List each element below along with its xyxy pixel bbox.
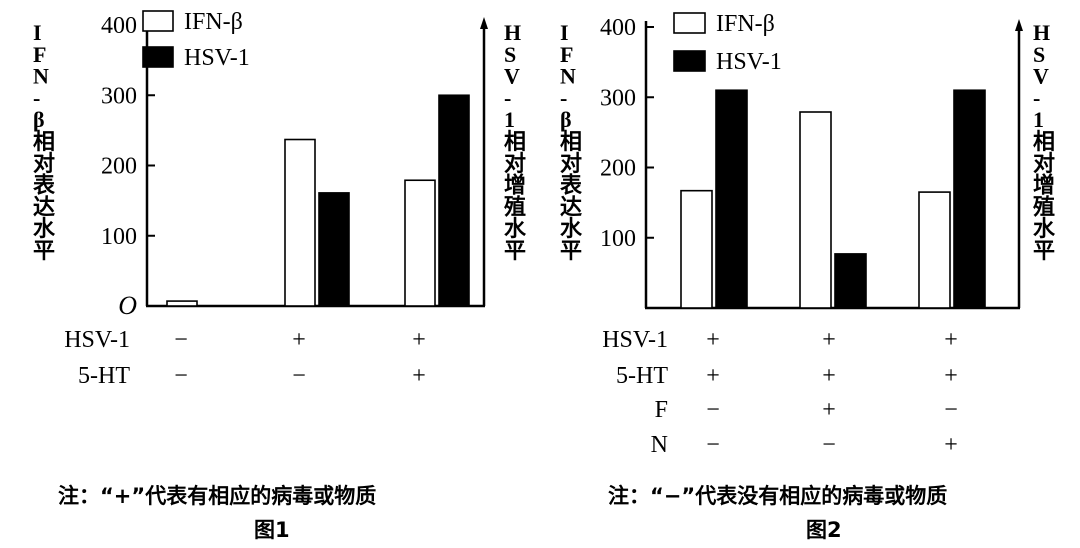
condition-symbol: +	[822, 397, 836, 423]
condition-symbol: +	[292, 327, 306, 353]
condition-label: F	[655, 397, 668, 423]
bar-ifn-0	[166, 300, 198, 307]
condition-label: 5-HT	[616, 363, 668, 389]
condition-symbol: −	[822, 432, 836, 458]
condition-symbol: +	[822, 327, 836, 353]
note-figure-2: 注：“−”代表没有相应的病毒或物质	[608, 484, 948, 508]
legend-swatch	[142, 10, 174, 32]
chart-figure-2: 100 200 300 400 I F N -β 相对表达水平 H S V -1 相对增殖水平 IFN-β H…	[560, 11, 1056, 458]
legend-swatch	[673, 50, 706, 72]
left-axis-label: I F N -β 相对表达水平	[33, 20, 56, 263]
y-tick-label: 300	[600, 85, 636, 111]
note-figure-1: 注：“+”代表有相应的病毒或物质	[58, 484, 377, 508]
condition-symbol: +	[944, 432, 958, 458]
condition-label: N	[651, 432, 668, 458]
right-axis-label: H S V -1 相对增殖水平	[504, 20, 527, 263]
legend-swatch	[673, 12, 706, 34]
bar-ifn-0	[680, 189, 713, 309]
condition-symbol: +	[822, 363, 836, 389]
y-tick-label: O	[118, 291, 137, 320]
y-tick-label: 200	[101, 154, 137, 180]
legend-swatch	[142, 46, 174, 68]
condition-symbol: +	[706, 327, 720, 353]
bar-hsv-1	[834, 253, 867, 309]
condition-symbol: −	[706, 397, 720, 423]
y-tick-label: 400	[101, 13, 137, 39]
bar-hsv-1	[318, 192, 350, 307]
condition-symbol: +	[412, 363, 426, 389]
right-axis-label: H S V -1 相对增殖水平	[1033, 20, 1056, 263]
left-axis-label: I F N -β 相对表达水平	[560, 20, 583, 263]
y-tick-label: 100	[600, 226, 636, 252]
right-axis-arrow-icon	[480, 17, 488, 29]
bar-hsv-2	[953, 89, 986, 309]
bar-ifn-2	[918, 191, 951, 309]
condition-symbol: −	[292, 363, 306, 389]
chart-figure-1: O 100 200 300 400 I F N -β 相对表达水平 H S V -1 相对增殖水平 IFN-β…	[33, 9, 527, 389]
right-axis-arrow-icon	[1015, 19, 1023, 31]
condition-symbol: +	[944, 363, 958, 389]
y-tick-label: 200	[600, 156, 636, 182]
condition-label: 5-HT	[78, 363, 130, 389]
bar-ifn-2	[404, 179, 436, 307]
y-tick-label: 400	[600, 15, 636, 41]
condition-label: HSV-1	[64, 327, 130, 353]
condition-symbol: −	[706, 432, 720, 458]
condition-label: HSV-1	[602, 327, 668, 353]
condition-symbol: +	[412, 327, 426, 353]
bar-ifn-1	[284, 138, 316, 307]
condition-symbol: +	[706, 363, 720, 389]
y-tick-label: 300	[101, 83, 137, 109]
y-tick-label: 100	[101, 224, 137, 250]
legend-label: HSV-1	[716, 49, 782, 75]
bar-hsv-2	[438, 94, 470, 307]
bar-ifn-1	[799, 111, 832, 309]
caption-figure-1: 图1	[254, 518, 290, 542]
legend-label: HSV-1	[184, 45, 250, 71]
legend-label: IFN-β	[716, 11, 775, 37]
condition-symbol: −	[174, 327, 188, 353]
condition-symbol: +	[944, 327, 958, 353]
caption-figure-2: 图2	[806, 518, 842, 542]
bar-hsv-0	[715, 89, 748, 309]
condition-symbol: −	[174, 363, 188, 389]
condition-symbol: −	[944, 397, 958, 423]
legend-label: IFN-β	[184, 9, 243, 35]
